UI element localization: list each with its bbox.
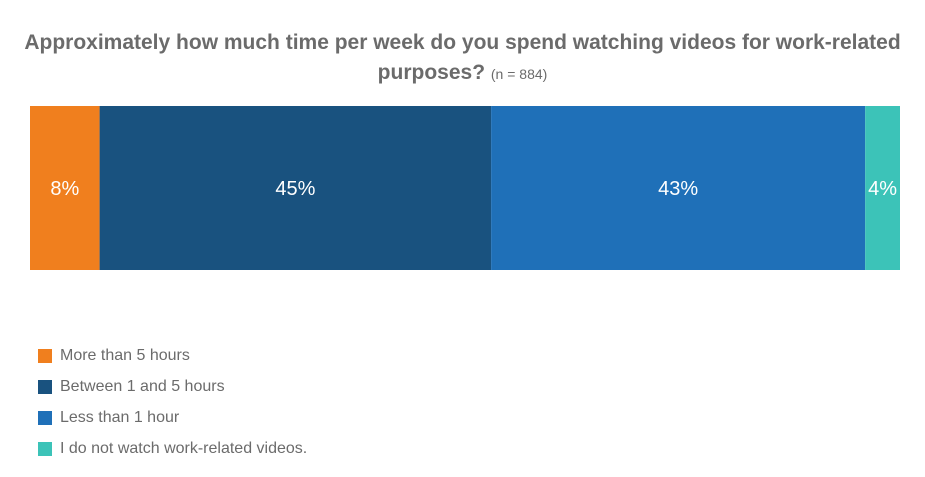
chart-title-text: Approximately how much time per week do … <box>24 31 901 84</box>
legend-label: More than 5 hours <box>60 346 190 364</box>
data-label-1: 45% <box>275 178 315 200</box>
data-label-3: 4% <box>868 178 897 200</box>
bar-segment-1 <box>99 106 492 270</box>
legend-swatch <box>38 379 52 394</box>
legend-swatch <box>38 348 52 363</box>
legend-label: Less than 1 hour <box>60 408 180 426</box>
bar-segment-0 <box>30 106 100 270</box>
legend-label: Between 1 and 5 hours <box>60 377 225 395</box>
data-label-2: 43% <box>658 178 698 200</box>
data-label-0: 8% <box>50 178 79 200</box>
legend-swatch <box>38 441 52 456</box>
legend-item-between-1-and-5-hours: Between 1 and 5 hours <box>38 371 307 402</box>
legend-swatch <box>38 410 52 425</box>
legend-label: I do not watch work-related videos. <box>60 439 308 457</box>
bar-segment-2 <box>491 106 866 270</box>
legend-item-more-than-5-hours: More than 5 hours <box>38 340 307 371</box>
bar-segment-3 <box>865 106 900 270</box>
legend-item-less-than-1-hour: Less than 1 hour <box>38 402 307 433</box>
legend: More than 5 hours Between 1 and 5 hours … <box>38 340 307 464</box>
legend-item-do-not-watch: I do not watch work-related videos. <box>38 433 307 464</box>
chart-title: Approximately how much time per week do … <box>20 28 905 89</box>
chart-subtitle: (n = 884) <box>490 66 548 82</box>
